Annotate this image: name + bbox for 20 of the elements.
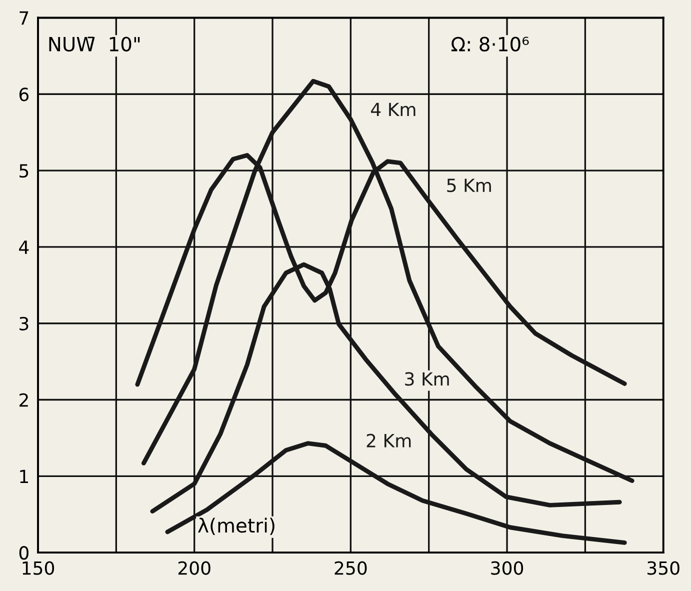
y-tick-label: 5 — [20, 164, 28, 178]
y-tick-label: 7 — [20, 11, 28, 25]
x-tick-label: 300 — [491, 561, 524, 575]
series-label: 2 Km — [366, 434, 411, 448]
x-tick-label: 250 — [334, 561, 367, 575]
x-tick-label: 350 — [648, 561, 680, 575]
y-tick-label: 3 — [20, 316, 28, 330]
series-label: 5 Km — [447, 178, 491, 192]
annotation: Ω: 8·10⁶ — [451, 36, 529, 52]
series-label: 3 Km — [405, 372, 449, 386]
x-tick-label: 150 — [22, 561, 54, 575]
y-tick-label: 1 — [20, 470, 28, 484]
annotation: NUW̄ 10" — [49, 36, 140, 52]
series-label: 4 Km — [371, 102, 416, 116]
x-axis-title: λ(metri) — [198, 518, 274, 536]
y-tick-label: 2 — [20, 393, 28, 407]
x-tick-label: 200 — [178, 561, 210, 575]
y-tick-label: 0 — [19, 546, 28, 560]
y-tick-label: 4 — [19, 240, 29, 254]
y-tick-label: 6 — [19, 88, 29, 102]
